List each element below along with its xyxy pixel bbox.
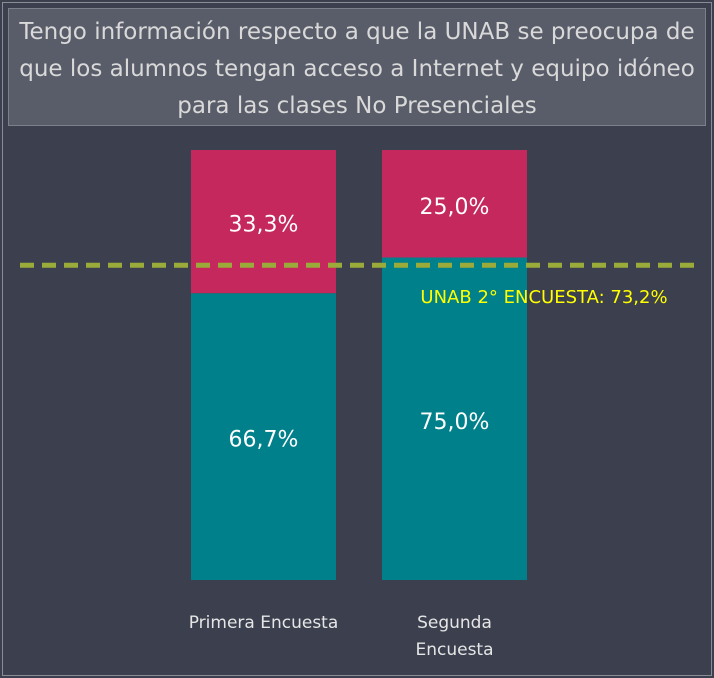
data-label: 75,0% <box>420 410 490 435</box>
title-box <box>8 8 706 126</box>
data-label: 33,3% <box>229 213 299 238</box>
bar-segment <box>382 150 527 258</box>
bar-segment <box>191 293 336 580</box>
x-tick-label: Segunda Encuesta <box>415 613 494 660</box>
chart-title: Tengo información respecto a que la UNAB… <box>19 19 695 119</box>
reference-label: UNAB 2° ENCUESTA: 73,2% <box>420 287 667 308</box>
bar-segment <box>382 257 527 580</box>
data-label: 66,7% <box>229 428 299 453</box>
x-tick-label: Primera Encuesta <box>188 613 339 633</box>
data-label: 25,0% <box>420 195 490 220</box>
bar-segment <box>191 150 336 294</box>
